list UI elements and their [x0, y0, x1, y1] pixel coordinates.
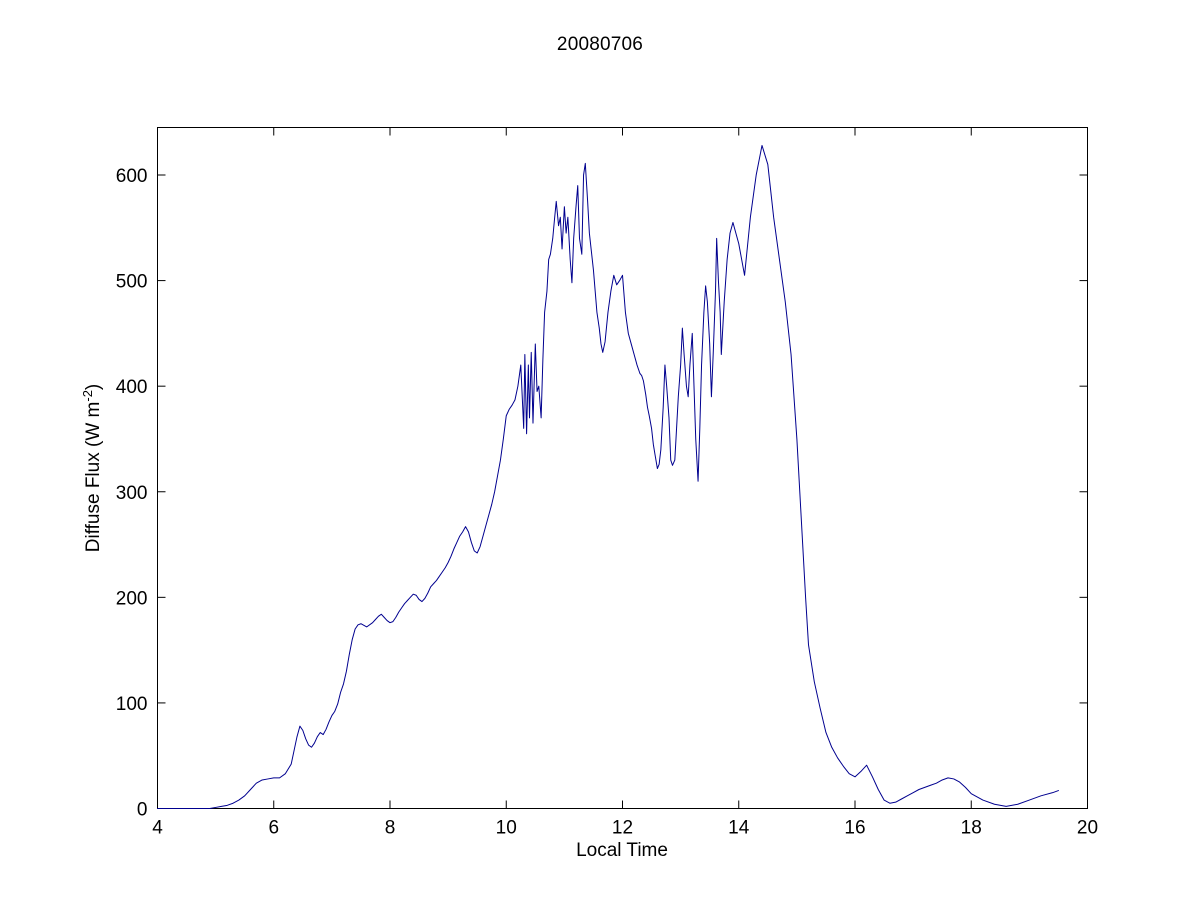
x-axis-title: Local Time — [576, 840, 668, 861]
y-axis-title-tail: ) — [83, 384, 104, 390]
y-tick-label: 0 — [137, 800, 148, 821]
chart-title: 20080706 — [556, 34, 644, 55]
y-tick-label: 400 — [116, 377, 148, 398]
y-axis-title-superscript: -2 — [80, 390, 95, 402]
x-tick-label: 14 — [728, 818, 750, 839]
x-axis-ticks: 4 6 8 10 12 14 16 18 20 — [152, 127, 1098, 839]
y-axis-ticks: 0 100 200 300 400 500 600 — [116, 166, 1088, 821]
y-tick-label: 300 — [116, 483, 148, 504]
y-axis-title: Diffuse Flux (W m-2) — [80, 384, 104, 553]
x-tick-label: 8 — [385, 818, 396, 839]
x-tick-label: 16 — [844, 818, 865, 839]
y-tick-label: 600 — [116, 166, 148, 187]
data-series-line — [157, 144, 1059, 809]
svg-text:Diffuse Flux (W m-2): Diffuse Flux (W m-2) — [80, 384, 104, 553]
y-tick-label: 200 — [116, 588, 148, 609]
x-tick-label: 20 — [1077, 818, 1098, 839]
y-tick-label: 500 — [116, 272, 148, 293]
x-tick-label: 6 — [268, 818, 279, 839]
x-tick-label: 18 — [961, 818, 982, 839]
plot-frame — [157, 127, 1088, 809]
x-tick-label: 4 — [152, 818, 163, 839]
y-tick-label: 100 — [116, 694, 148, 715]
x-tick-label: 10 — [496, 818, 517, 839]
y-axis-title-base: Diffuse Flux (W m — [83, 402, 104, 553]
x-tick-label: 12 — [612, 818, 633, 839]
